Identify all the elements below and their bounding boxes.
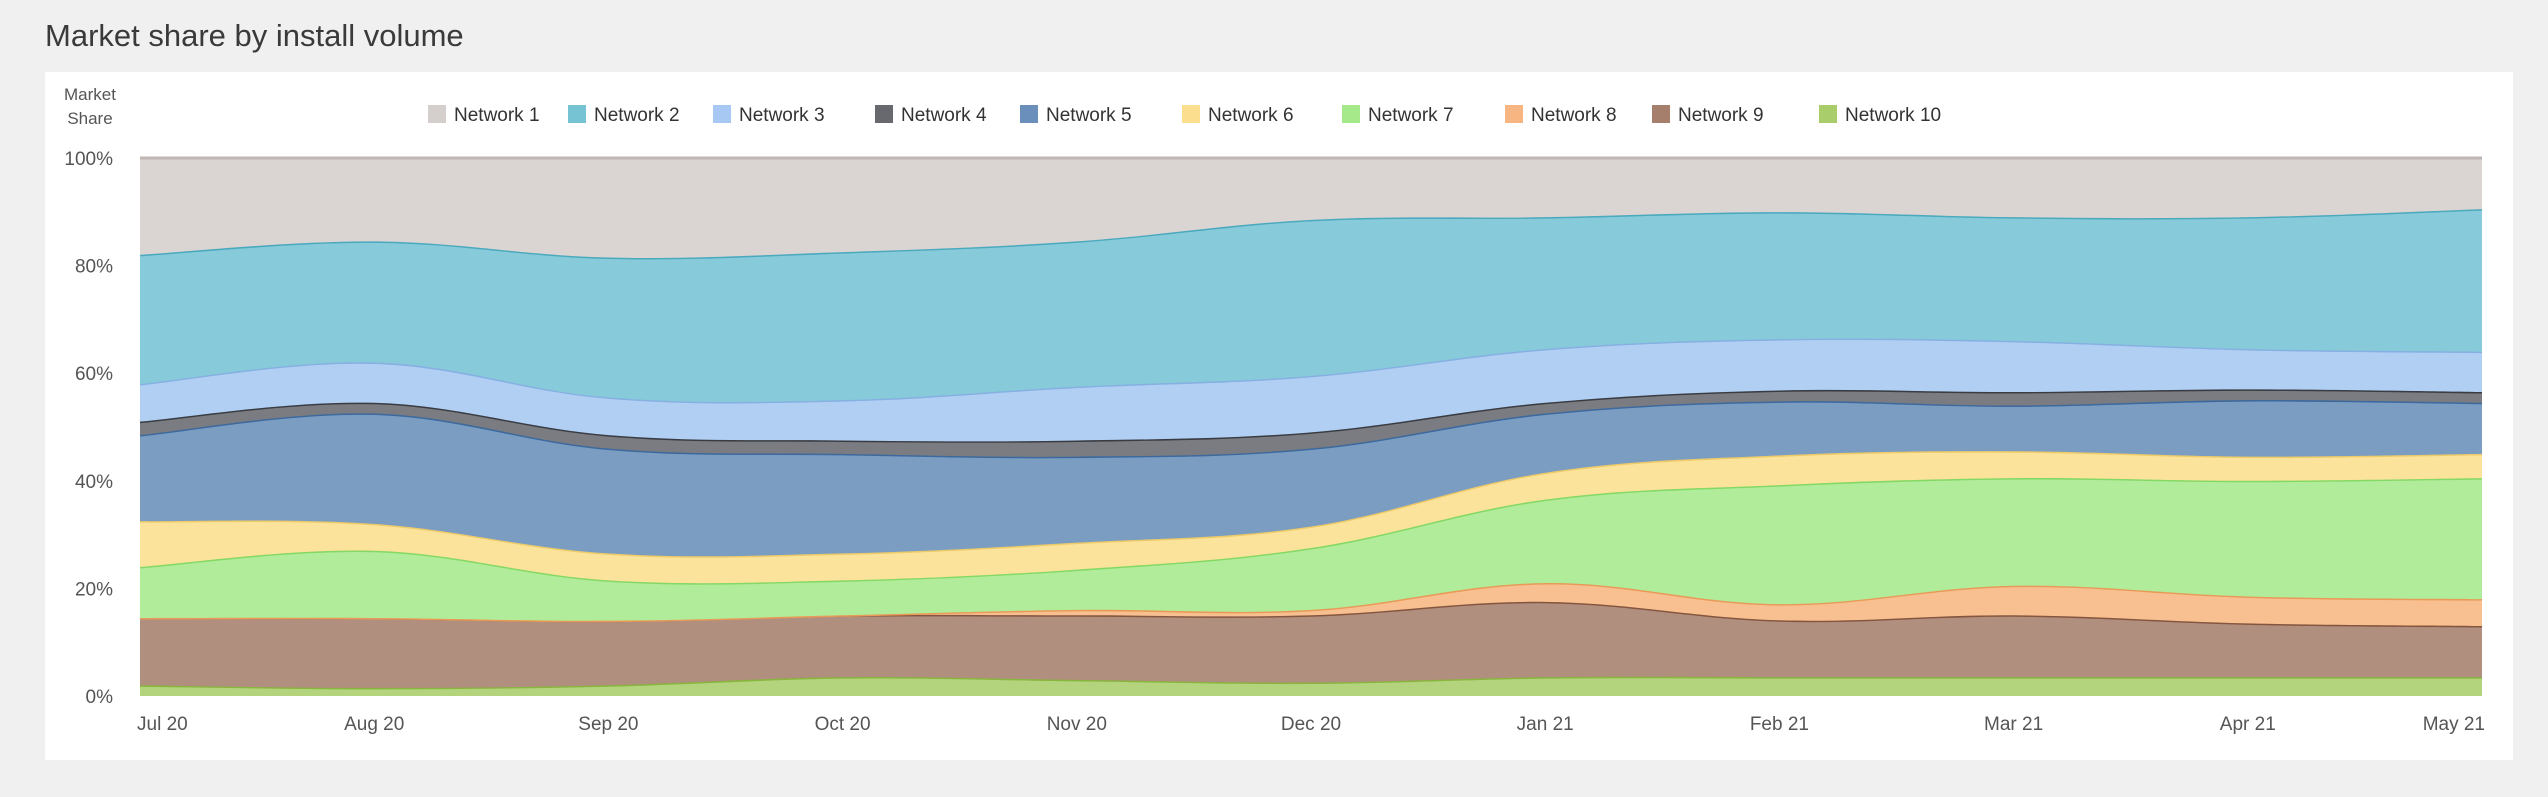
area-network-8: [140, 582, 2482, 627]
legend-swatch-network-6: [1182, 105, 1200, 123]
chart-card: 0% 20% 40% 60% 80% 100% Jul 20 Aug 20 Sep 20 Oct…: [45, 72, 2513, 760]
area-network-5: [140, 400, 2482, 557]
line-network-6: [139, 449, 2483, 558]
legend-label-network-4: Network 4: [901, 105, 987, 126]
legend-swatch-network-10: [1819, 105, 1837, 123]
legend: Network 1 Network 2 Network 3 Network 4 Netw…: [428, 105, 1941, 126]
y-tick-label: 0%: [86, 687, 114, 708]
legend-swatch-network-3: [713, 105, 731, 123]
legend-swatch-network-9: [1652, 105, 1670, 123]
y-tick-label: 100%: [64, 149, 113, 170]
y-axis-ticks: 0% 20% 40% 60% 80% 100%: [64, 149, 113, 708]
x-tick-label: Feb 21: [1750, 714, 1809, 735]
stacked-area-chart: 0% 20% 40% 60% 80% 100% Jul 20 Aug 20 Sep 20 Oct…: [64, 85, 2485, 735]
x-tick-label: Jul 20: [137, 714, 188, 735]
y-axis-label-line: Market: [64, 85, 116, 104]
legend-swatch-network-1: [428, 105, 446, 123]
area-network-6: [140, 451, 2482, 584]
y-axis-label: Market Share: [64, 85, 116, 128]
legend-swatch-network-7: [1342, 105, 1360, 123]
legend-swatch-network-5: [1020, 105, 1038, 123]
legend-label-network-8: Network 8: [1531, 105, 1617, 126]
y-tick-label: 60%: [75, 364, 113, 385]
area-network-9: [140, 601, 2482, 688]
legend-label-network-10: Network 10: [1845, 105, 1941, 126]
x-axis-ticks: Jul 20 Aug 20 Sep 20 Oct 20 Nov 20 Dec 20 Jan …: [137, 714, 2485, 735]
areas-layer: [139, 156, 2483, 696]
legend-swatch-network-2: [568, 105, 586, 123]
legend-swatch-network-4: [875, 105, 893, 123]
legend-label-network-7: Network 7: [1368, 105, 1454, 126]
legend-swatch-network-8: [1505, 105, 1523, 123]
x-tick-label: Dec 20: [1281, 714, 1341, 735]
page-title: Market share by install volume: [45, 18, 464, 53]
x-tick-label: May 21: [2423, 714, 2485, 735]
y-tick-label: 40%: [75, 472, 113, 493]
legend-label-network-9: Network 9: [1678, 105, 1764, 126]
x-tick-label: Sep 20: [578, 714, 638, 735]
area-network-3: [140, 338, 2482, 442]
x-tick-label: Nov 20: [1047, 714, 1107, 735]
y-axis-label-line: Share: [67, 109, 112, 128]
y-tick-label: 20%: [75, 579, 113, 600]
legend-label-network-2: Network 2: [594, 105, 680, 126]
y-tick-label: 80%: [75, 257, 113, 278]
x-tick-label: Apr 21: [2220, 714, 2276, 735]
x-tick-label: Oct 20: [815, 714, 871, 735]
area-network-1: [140, 158, 2482, 259]
legend-label-network-1: Network 1: [454, 105, 540, 126]
legend-label-network-6: Network 6: [1208, 105, 1294, 126]
x-tick-label: Aug 20: [344, 714, 404, 735]
x-tick-label: Mar 21: [1984, 714, 2043, 735]
x-tick-label: Jan 21: [1517, 714, 1574, 735]
legend-label-network-5: Network 5: [1046, 105, 1132, 126]
legend-label-network-3: Network 3: [739, 105, 825, 126]
